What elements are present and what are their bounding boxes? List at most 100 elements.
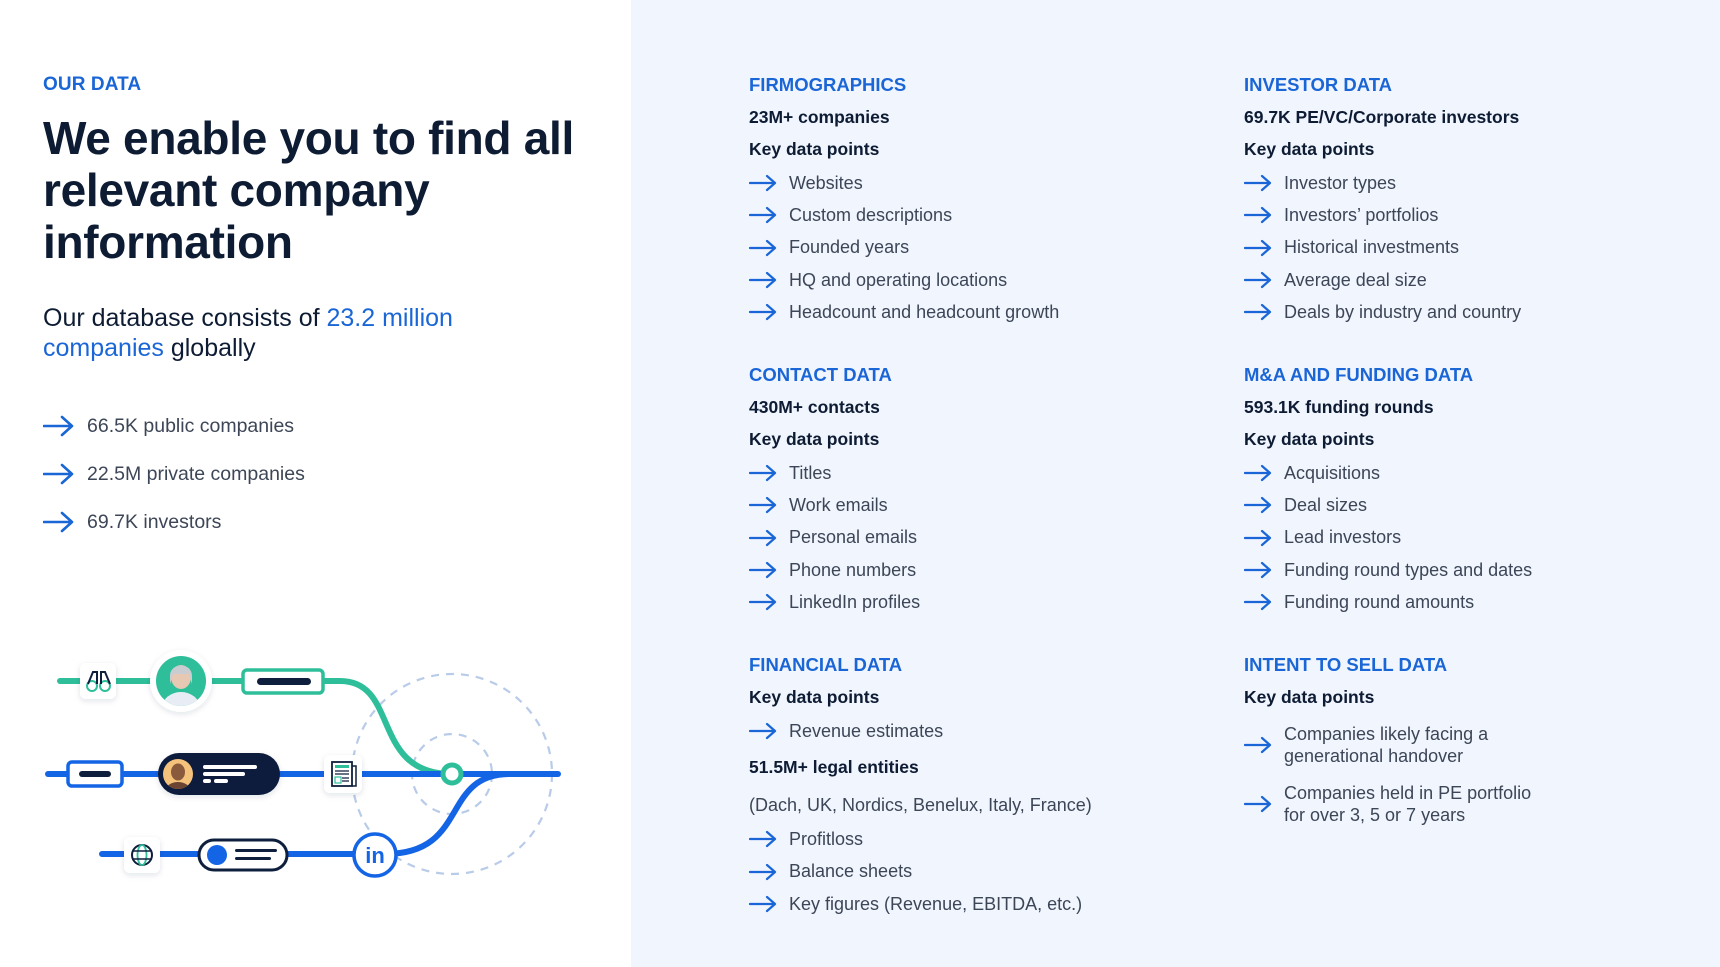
list-item: Work emails <box>749 489 1219 521</box>
database-summary: Our database consists of 23.2 million co… <box>43 303 563 363</box>
item-label: Balance sheets <box>789 861 913 882</box>
list-item: Key figures (Revenue, EBITDA, etc.) <box>749 888 1219 920</box>
arrow-right-icon <box>749 561 777 579</box>
arrow-right-icon <box>749 239 777 257</box>
list-item: Websites <box>749 167 1219 199</box>
key-data-label: Key data points <box>1244 429 1375 449</box>
section-count: 430M+ contacts <box>749 397 880 417</box>
toggle-chip <box>197 838 289 872</box>
arrow-right-icon <box>749 529 777 547</box>
stat-label: 69.7K investors <box>87 510 222 533</box>
arrow-right-icon <box>1244 561 1272 579</box>
key-data-label: Key data points <box>1244 687 1375 707</box>
arrow-right-icon <box>1244 593 1272 611</box>
arrow-right-icon <box>749 863 777 881</box>
item-label: Revenue estimates <box>789 720 944 741</box>
section-title: M&A AND FUNDING DATA <box>1244 364 1474 385</box>
data-points-list: Revenue estimates <box>749 715 1219 747</box>
section-count: 23M+ companies <box>749 107 890 127</box>
list-item: Profitloss <box>749 823 1219 855</box>
eyebrow-label: OUR DATA <box>43 74 142 95</box>
data-points-list: Companies likely facing a generational h… <box>1244 715 1574 833</box>
item-label: Founded years <box>789 237 910 258</box>
list-item: Investor types <box>1244 167 1714 199</box>
arrow-right-icon <box>1244 239 1272 257</box>
section-financial-data: FINANCIAL DATA Key data points Revenue e… <box>749 649 1219 920</box>
stats-list: 66.5K public companies 22.5M private com… <box>43 402 305 546</box>
arrow-right-icon <box>1244 271 1272 289</box>
arrow-right-icon <box>1244 303 1272 321</box>
list-item: Deal sizes <box>1244 489 1714 521</box>
item-label: Personal emails <box>789 527 918 548</box>
list-item: Titles <box>749 457 1219 489</box>
item-label: Headcount and headcount growth <box>789 301 1060 322</box>
data-points-list: Websites Custom descriptions Founded yea… <box>749 167 1219 328</box>
key-data-label: Key data points <box>1244 139 1375 159</box>
text-chip-blue <box>66 760 124 788</box>
data-points-list: Acquisitions Deal sizes Lead investors F… <box>1244 457 1714 618</box>
item-label: Historical investments <box>1284 237 1460 258</box>
item-label: LinkedIn profiles <box>789 591 921 612</box>
intro-panel: OUR DATA We enable you to find all relev… <box>0 0 631 967</box>
list-item: Custom descriptions <box>749 199 1219 231</box>
list-item: Investors’ portfolios <box>1244 199 1714 231</box>
page-title: We enable you to find all relevant compa… <box>43 112 574 268</box>
stat-item: 66.5K public companies <box>43 402 305 450</box>
list-item: Balance sheets <box>749 856 1219 888</box>
item-label: Custom descriptions <box>789 204 953 225</box>
key-data-label: Key data points <box>749 687 880 707</box>
item-label: Titles <box>789 462 832 483</box>
list-item: Lead investors <box>1244 522 1714 554</box>
arrow-right-icon <box>1244 496 1272 514</box>
item-label: HQ and operating locations <box>789 269 1008 290</box>
item-label: Companies held in PE portfolio for over … <box>1284 782 1532 825</box>
stat-item: 69.7K investors <box>43 498 305 546</box>
section-investor-data: INVESTOR DATA 69.7K PE/VC/Corporate inve… <box>1244 69 1714 328</box>
arrow-right-icon <box>1244 206 1272 224</box>
data-points-list: Investor types Investors’ portfolios His… <box>1244 167 1714 328</box>
arrow-right-icon <box>749 271 777 289</box>
arrow-right-icon <box>749 830 777 848</box>
item-label: Key figures (Revenue, EBITDA, etc.) <box>789 893 1083 914</box>
item-label: Work emails <box>789 494 888 515</box>
arrow-right-icon <box>749 895 777 913</box>
arrow-right-icon <box>1244 529 1272 547</box>
arrow-right-icon <box>749 464 777 482</box>
section-count: 51.5M+ legal entities <box>749 757 919 778</box>
section-ma-funding-data: M&A AND FUNDING DATA 593.1K funding roun… <box>1244 359 1714 618</box>
list-item: Acquisitions <box>1244 457 1714 489</box>
merge-node <box>440 762 464 786</box>
section-title: INTENT TO SELL DATA <box>1244 654 1448 675</box>
item-label: Websites <box>789 172 863 193</box>
arrow-right-icon <box>43 511 74 533</box>
section-title: CONTACT DATA <box>749 364 892 385</box>
item-label: Deal sizes <box>1284 494 1368 515</box>
section-title: INVESTOR DATA <box>1244 74 1393 95</box>
arrow-right-icon <box>749 722 777 740</box>
regions-note: (Dach, UK, Nordics, Benelux, Italy, Fran… <box>749 795 1092 816</box>
list-item: HQ and operating locations <box>749 264 1219 296</box>
arrow-right-icon <box>43 463 74 485</box>
arrow-right-icon <box>749 206 777 224</box>
section-title: FIRMOGRAPHICS <box>749 74 907 95</box>
item-label: Investor types <box>1284 172 1397 193</box>
list-item: Historical investments <box>1244 232 1714 264</box>
arrow-right-icon <box>1244 174 1272 192</box>
list-item: Companies held in PE portfolio for over … <box>1244 774 1574 833</box>
item-label: Phone numbers <box>789 559 917 580</box>
list-item: Personal emails <box>749 522 1219 554</box>
item-label: Average deal size <box>1284 269 1427 290</box>
arrow-right-icon <box>749 303 777 321</box>
item-label: Acquisitions <box>1284 462 1381 483</box>
item-label: Profitloss <box>789 828 864 849</box>
arrow-right-icon <box>749 496 777 514</box>
item-label: Investors’ portfolios <box>1284 204 1439 225</box>
stat-label: 22.5M private companies <box>87 462 305 485</box>
summary-highlight: 23.2 million companies <box>43 304 453 362</box>
section-firmographics: FIRMOGRAPHICS 23M+ companies Key data po… <box>749 69 1219 328</box>
section-count: 593.1K funding rounds <box>1244 397 1434 417</box>
linkedin-icon: in <box>352 832 398 878</box>
data-categories-panel: FIRMOGRAPHICS 23M+ companies Key data po… <box>631 0 1720 967</box>
key-data-label: Key data points <box>749 429 880 449</box>
list-item: Founded years <box>749 232 1219 264</box>
